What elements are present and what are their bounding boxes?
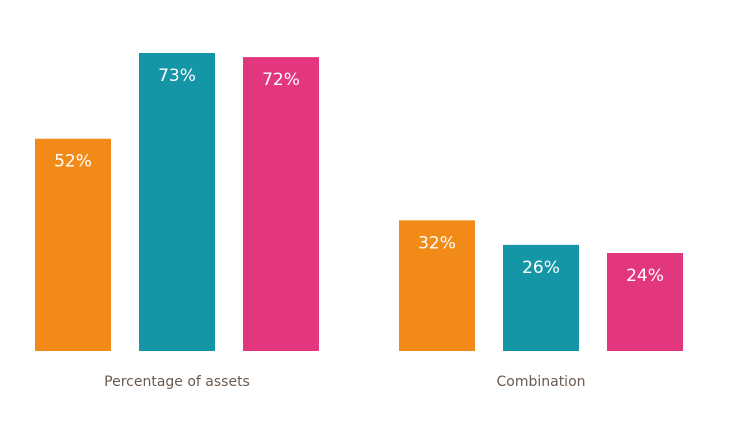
data-labels-layer: 52% 73% 72% 32% 26% 24%: [54, 66, 664, 286]
data-label-1-3: 72%: [262, 70, 300, 90]
data-label-1-2: 73%: [158, 66, 196, 86]
category-label-2: Combination: [496, 374, 585, 390]
bar-1-2: [139, 53, 215, 351]
category-labels-layer: Percentage of assets Combination: [104, 374, 585, 390]
category-label-1: Percentage of assets: [104, 374, 250, 390]
data-label-2-1: 32%: [418, 233, 456, 253]
bar-2-1: [399, 220, 475, 351]
bar-2-2: [503, 244, 579, 351]
bar-2-3: [607, 253, 683, 351]
bars-layer: [35, 53, 683, 352]
bar-1-3: [243, 57, 319, 352]
bar-1-1: [35, 138, 111, 351]
data-label-2-2: 26%: [522, 258, 560, 278]
data-label-1-1: 52%: [54, 152, 92, 172]
data-label-2-3: 24%: [626, 266, 664, 286]
